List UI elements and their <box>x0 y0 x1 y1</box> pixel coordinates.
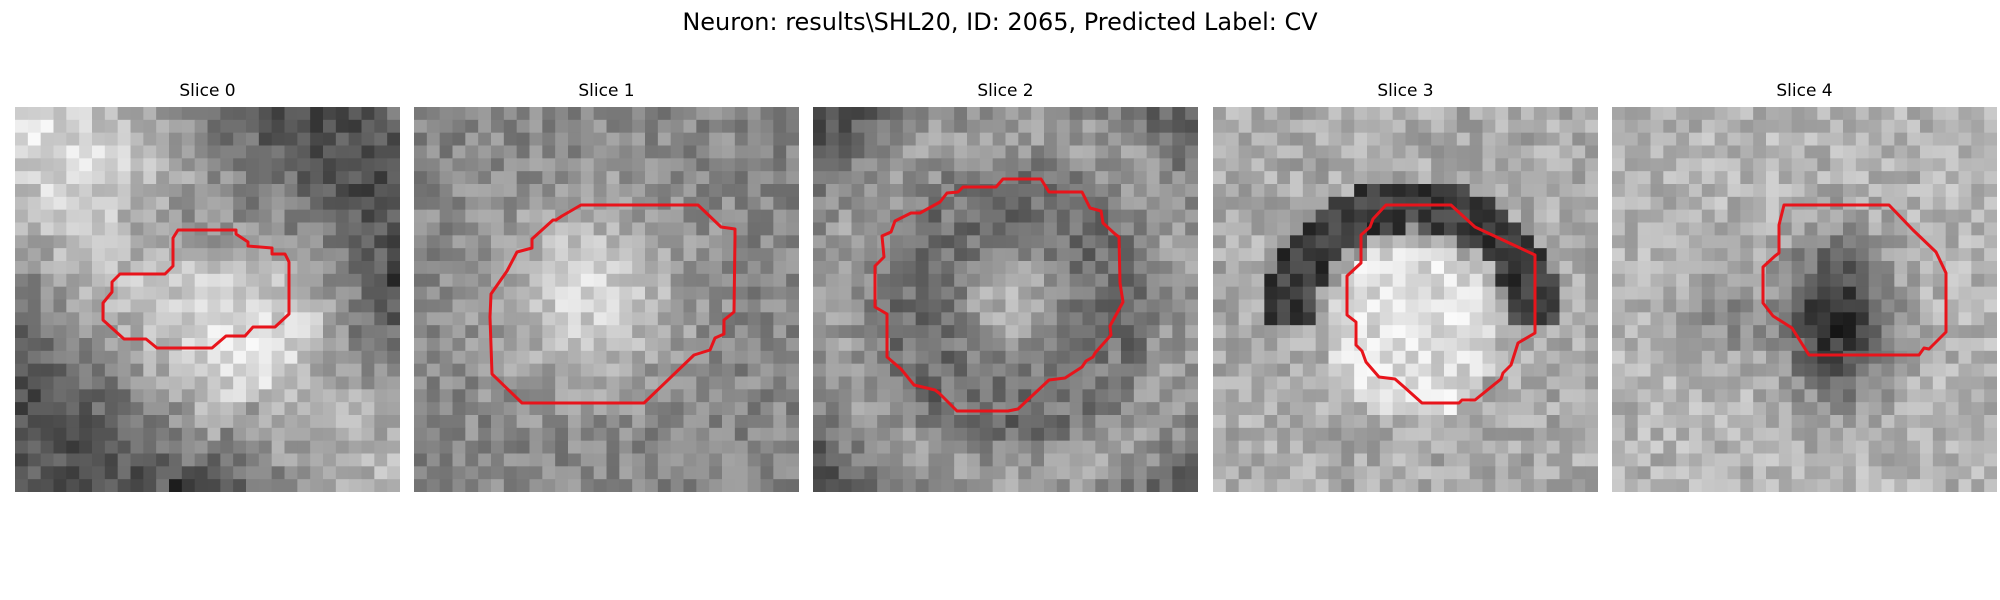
panel-slice-4: Slice 4 <box>1612 81 1997 492</box>
panel-title: Slice 1 <box>578 81 635 101</box>
panel-title: Slice 4 <box>1776 81 1833 101</box>
roi-contour <box>873 177 1125 413</box>
panel-slice-3: Slice 3 <box>1213 81 1598 492</box>
panel-title: Slice 3 <box>1377 81 1434 101</box>
pixel-grid <box>414 107 799 492</box>
roi-contour <box>1345 203 1537 405</box>
figure-title: Neuron: results\SHL20, ID: 2065, Predict… <box>682 8 1318 36</box>
pixel-grid <box>813 107 1198 492</box>
roi-contour <box>488 203 737 405</box>
panel-slice-0: Slice 0 <box>15 81 400 492</box>
roi-contour <box>1761 203 1948 357</box>
roi-contour <box>101 228 291 350</box>
pixel-grid <box>1612 107 1997 492</box>
panel-title: Slice 2 <box>977 81 1034 101</box>
slice-image <box>15 107 400 492</box>
panel-title: Slice 0 <box>179 81 236 101</box>
panel-slice-2: Slice 2 <box>813 81 1198 492</box>
slice-image <box>1612 107 1997 492</box>
slice-image <box>813 107 1198 492</box>
pixel-grid <box>1213 107 1598 492</box>
slice-image <box>414 107 799 492</box>
slice-image <box>1213 107 1598 492</box>
pixel-grid <box>15 107 400 492</box>
panel-slice-1: Slice 1 <box>414 81 799 492</box>
